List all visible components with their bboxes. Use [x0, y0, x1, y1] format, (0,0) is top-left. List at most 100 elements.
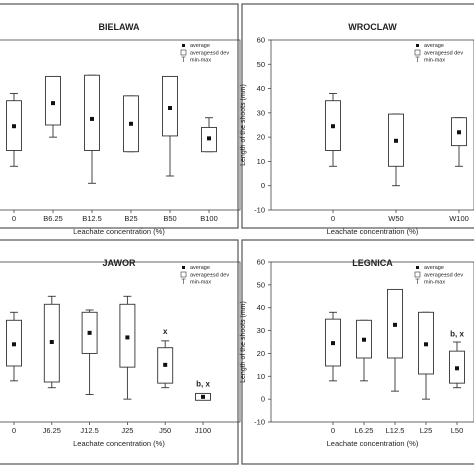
- sd-box: [45, 75, 61, 126]
- legend-minmax-label: min-max: [190, 280, 211, 286]
- x-tick-label: W50: [388, 214, 403, 223]
- x-axis-label: Leachate concentration (%): [73, 227, 165, 236]
- legend-sd-label: average±sd dev: [190, 51, 229, 57]
- legend-sd-marker: [414, 49, 421, 56]
- chart-title: WROCLAW: [348, 22, 397, 32]
- x-tick-label: J25: [121, 426, 133, 435]
- x-tick-label: 0: [12, 426, 16, 435]
- y-tick-label: 20: [257, 349, 265, 358]
- legend-sd-marker: [414, 271, 421, 278]
- mean-marker: [51, 101, 55, 106]
- x-tick-label: L12.5: [386, 426, 405, 435]
- mean-marker: [87, 330, 92, 335]
- panel-jawor: JAWOR Leachate concentration (%) 0 J6.25 J12…: [0, 239, 241, 465]
- x-tick-label: J50: [159, 426, 171, 435]
- x-tick-label: 0: [331, 426, 335, 435]
- mean-marker: [362, 337, 366, 342]
- mean-marker: [331, 124, 335, 129]
- mean-marker: [457, 130, 461, 135]
- legend-sd-label: average±sd dev: [190, 273, 229, 279]
- mean-marker: [393, 322, 397, 327]
- y-tick-label: 50: [257, 280, 265, 289]
- panel-wroclaw: WROCLAW -10 0 10 20 30 40 50 60 Length of the sho…: [240, 3, 474, 236]
- x-axis-label: Leachate concentration (%): [327, 227, 419, 236]
- y-tick-label: 10: [257, 157, 265, 166]
- panel-legnica: LEGNICA -10 0 10 20 30 40 50 60 Length of the sho…: [240, 239, 474, 465]
- x-tick-label: B6.25: [43, 214, 63, 223]
- plot-area: [0, 39, 241, 211]
- mean-marker: [90, 116, 94, 121]
- legend-average-label: average: [424, 265, 444, 271]
- mean-marker: [331, 341, 335, 346]
- x-tick-label: 0: [331, 214, 335, 223]
- panel-bielawa: BIELAWA Leachate concentration (%) 0 B6.25 B…: [0, 3, 241, 236]
- panel-frame: [0, 239, 239, 465]
- y-tick-label: 30: [257, 326, 265, 335]
- mean-marker: [12, 124, 16, 129]
- x-tick-label: B100: [200, 214, 218, 223]
- y-tick-label: 0: [261, 181, 265, 190]
- significance-label: x: [163, 327, 168, 336]
- x-tick-label: B12.5: [82, 214, 102, 223]
- legend-average-label: average: [424, 43, 444, 49]
- y-tick-label: 60: [257, 258, 265, 267]
- legend-sd-label: average±sd dev: [424, 273, 463, 279]
- y-tick-label: -10: [254, 206, 265, 215]
- legend-average-marker: [416, 266, 419, 269]
- mean-marker: [125, 335, 130, 340]
- panel-frame: [241, 3, 474, 229]
- significance-label: b, x: [450, 329, 464, 338]
- mean-marker: [201, 394, 205, 399]
- mean-marker: [168, 106, 172, 110]
- chart-title: LEGNICA: [352, 258, 393, 268]
- x-tick-label: L6.25: [355, 426, 374, 435]
- mean-marker: [163, 362, 168, 367]
- panel-frame: [0, 3, 239, 229]
- x-tick-label: J12.5: [80, 426, 98, 435]
- y-tick-label: -10: [254, 418, 265, 427]
- y-tick-label: 60: [257, 36, 265, 45]
- panel-frame: [241, 239, 474, 465]
- legend-average-marker: [182, 44, 185, 47]
- y-tick-label: 10: [257, 372, 265, 381]
- mean-marker: [424, 342, 428, 347]
- x-tick-label: L50: [451, 426, 464, 435]
- y-tick-label: 40: [257, 303, 265, 312]
- x-tick-label: J100: [195, 426, 211, 435]
- x-tick-label: L25: [420, 426, 433, 435]
- legend-average-marker: [182, 266, 185, 269]
- legend-minmax-label: min-max: [424, 58, 445, 64]
- y-axis-label: Length of the shoots (mm): [240, 301, 247, 383]
- y-tick-label: 20: [257, 133, 265, 142]
- x-axis-label: Leachate concentration (%): [73, 439, 165, 448]
- mean-marker: [129, 121, 133, 126]
- chart-title: BIELAWA: [98, 22, 140, 32]
- legend-average-label: average: [190, 43, 210, 49]
- x-tick-label: B25: [124, 214, 137, 223]
- plot-area: [270, 39, 474, 211]
- x-axis-label: Leachate concentration (%): [327, 439, 419, 448]
- sd-box: [84, 74, 100, 151]
- plot-area: [0, 261, 241, 423]
- x-tick-label: B50: [163, 214, 176, 223]
- plot-area: [270, 261, 474, 423]
- mean-marker: [394, 138, 398, 143]
- x-tick-label: 0: [12, 214, 16, 223]
- y-tick-label: 50: [257, 60, 265, 69]
- legend-minmax-label: min-max: [190, 58, 211, 64]
- mean-marker: [455, 366, 459, 371]
- mean-marker: [207, 136, 211, 141]
- y-tick-label: 40: [257, 84, 265, 93]
- chart-title: JAWOR: [102, 258, 136, 268]
- y-axis-label: Length of the shoots (mm): [240, 84, 247, 166]
- legend-sd-marker: [180, 49, 187, 56]
- mean-marker: [49, 340, 54, 344]
- legend-average-label: average: [190, 265, 210, 271]
- y-tick-label: 0: [261, 395, 265, 404]
- y-tick-label: 30: [257, 108, 265, 117]
